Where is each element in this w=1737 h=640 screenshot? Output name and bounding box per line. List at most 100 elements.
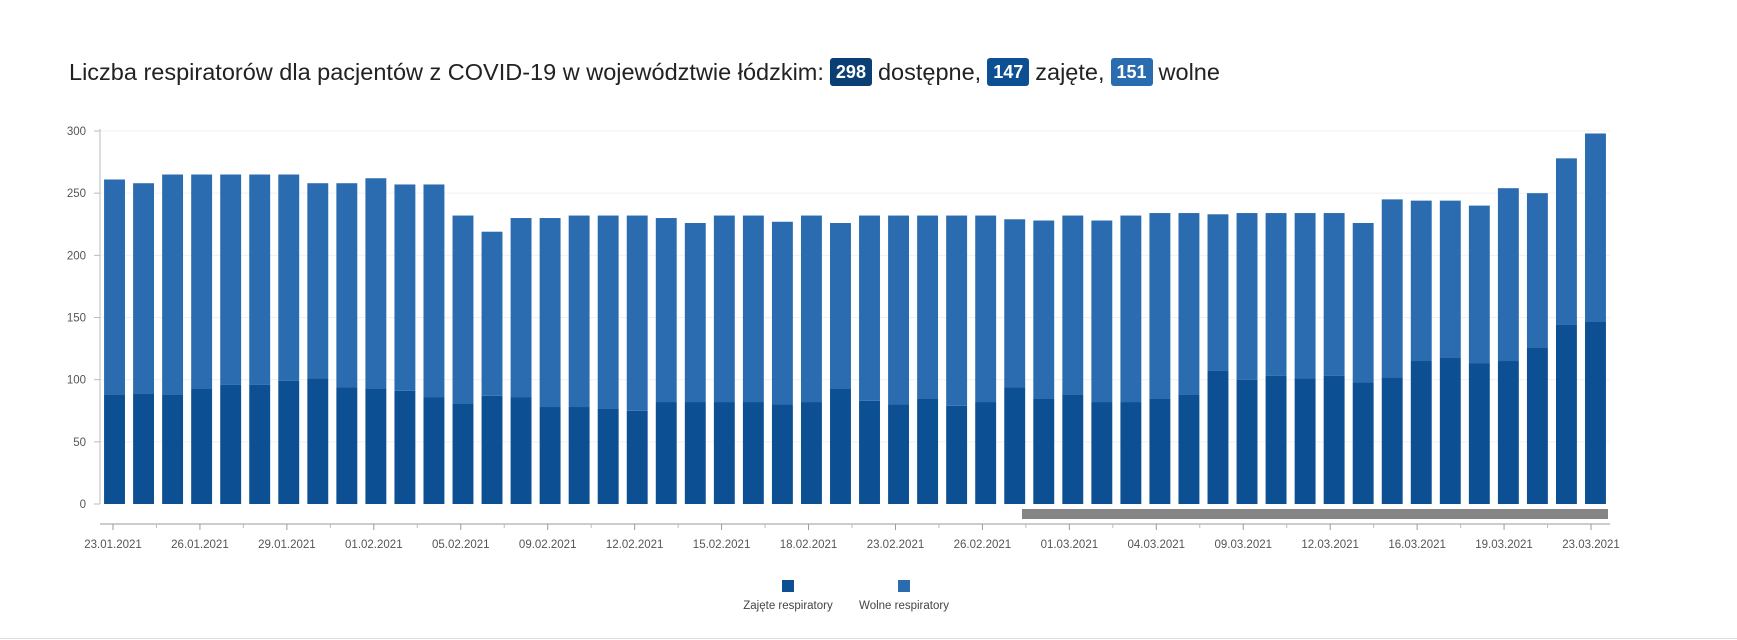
bar-free [423,184,445,398]
x-tick-label: 04.03.2021 [1128,539,1186,551]
x-tick-label: 09.03.2021 [1214,539,1272,551]
bar-occupied [1381,377,1403,504]
bar-occupied [800,402,822,504]
x-tick-label: 23.01.2021 [84,539,142,551]
bar-free [975,215,997,403]
occupied-label: zajęte, [1035,58,1105,85]
x-axis: 23.01.2021 26.01.2021 29.01.2021 01.02.2021… [84,523,1620,551]
bar-free [1439,200,1461,358]
bar-free [336,183,358,388]
bar-occupied [713,402,735,504]
bar-free [307,183,329,379]
bar-free [597,215,619,409]
x-tick-label: 05.02.2021 [432,539,490,551]
occupied-badge: 147 [987,58,1030,86]
y-tick-label: 300 [67,126,86,138]
bars [104,133,1606,504]
legend-label: Wolne respiratory [859,600,949,612]
bar-free [1294,213,1316,379]
x-tick-label: 18.02.2021 [780,539,838,551]
bar-occupied [742,402,764,504]
bar-free [859,215,880,401]
bar-free [1120,215,1142,403]
bar-occupied [1265,375,1287,504]
bar-free [1585,133,1606,322]
legend-swatch [898,580,910,592]
bar-occupied [1149,398,1171,504]
bar-occupied [249,384,271,504]
bar-occupied [1410,361,1432,504]
bar-occupied [1526,347,1548,504]
y-tick-label: 50 [73,437,86,449]
bar-occupied [1120,402,1142,504]
bar-occupied [162,394,184,504]
bar-free [1497,188,1519,362]
bar-occupied [626,410,648,504]
bar-free [1236,213,1258,380]
bar-occupied [1236,379,1258,504]
bar-occupied [1178,394,1200,504]
bar-occupied [220,384,242,504]
bar-occupied [597,408,619,504]
bar-occupied [655,402,677,504]
bar-free [394,184,416,391]
bar-occupied [1033,398,1055,504]
bar-free [1091,220,1113,403]
bar-free [1381,199,1403,378]
bar-free [1323,213,1345,376]
bar-occupied [888,404,910,504]
bar-occupied [1062,394,1084,504]
bar-free [481,231,503,396]
bottom-divider [0,638,1737,639]
bar-occupied [859,400,880,504]
bar-occupied [1294,378,1316,504]
bar-free [684,223,706,403]
bar-free [539,218,561,408]
bar-occupied [133,393,155,504]
bar-free [800,215,822,403]
bar-free [365,178,387,389]
bar-free [1410,200,1432,362]
range-scrollbar[interactable] [1022,509,1608,519]
bar-free [917,215,939,399]
bar-occupied [1207,370,1229,504]
bar-free [278,174,300,381]
x-tick-label: 15.02.2021 [693,539,751,551]
bar-free [162,174,184,395]
bar-free [888,215,910,405]
bar-occupied [510,397,532,504]
bar-occupied [423,397,445,504]
bar-free [1149,213,1171,399]
bar-occupied [1555,324,1577,504]
x-tick-label: 26.01.2021 [171,539,229,551]
bar-occupied [452,403,474,504]
x-tick-label: 29.01.2021 [258,539,316,551]
available-badge: 298 [829,58,872,86]
x-tick-label: 09.02.2021 [519,539,577,551]
bar-occupied [1323,375,1345,504]
bar-free [1207,214,1229,371]
bar-free [510,218,532,398]
bar-occupied [191,388,213,504]
bar-occupied [1497,361,1519,504]
bar-free [655,218,677,403]
bar-free [1265,213,1287,376]
bar-occupied [104,394,125,504]
x-tick-label: 23.03.2021 [1562,539,1620,551]
free-badge: 151 [1110,58,1153,86]
bar-free [1178,213,1200,395]
y-tick-label: 150 [67,313,86,325]
y-axis: 0 50 100 150 200 250 300 [67,126,101,511]
bar-occupied [539,407,561,504]
bar-free [220,174,242,385]
bar-occupied [568,407,590,504]
legend-swatch [782,580,794,592]
bar-occupied [975,402,997,504]
bar-occupied [278,380,300,504]
bar-occupied [1091,402,1113,504]
x-tick-label: 01.03.2021 [1041,539,1099,551]
y-tick-label: 0 [80,499,86,511]
y-tick-label: 100 [67,375,86,387]
chart-title: Liczba respiratorów dla pacjentów z COVI… [69,58,1220,86]
